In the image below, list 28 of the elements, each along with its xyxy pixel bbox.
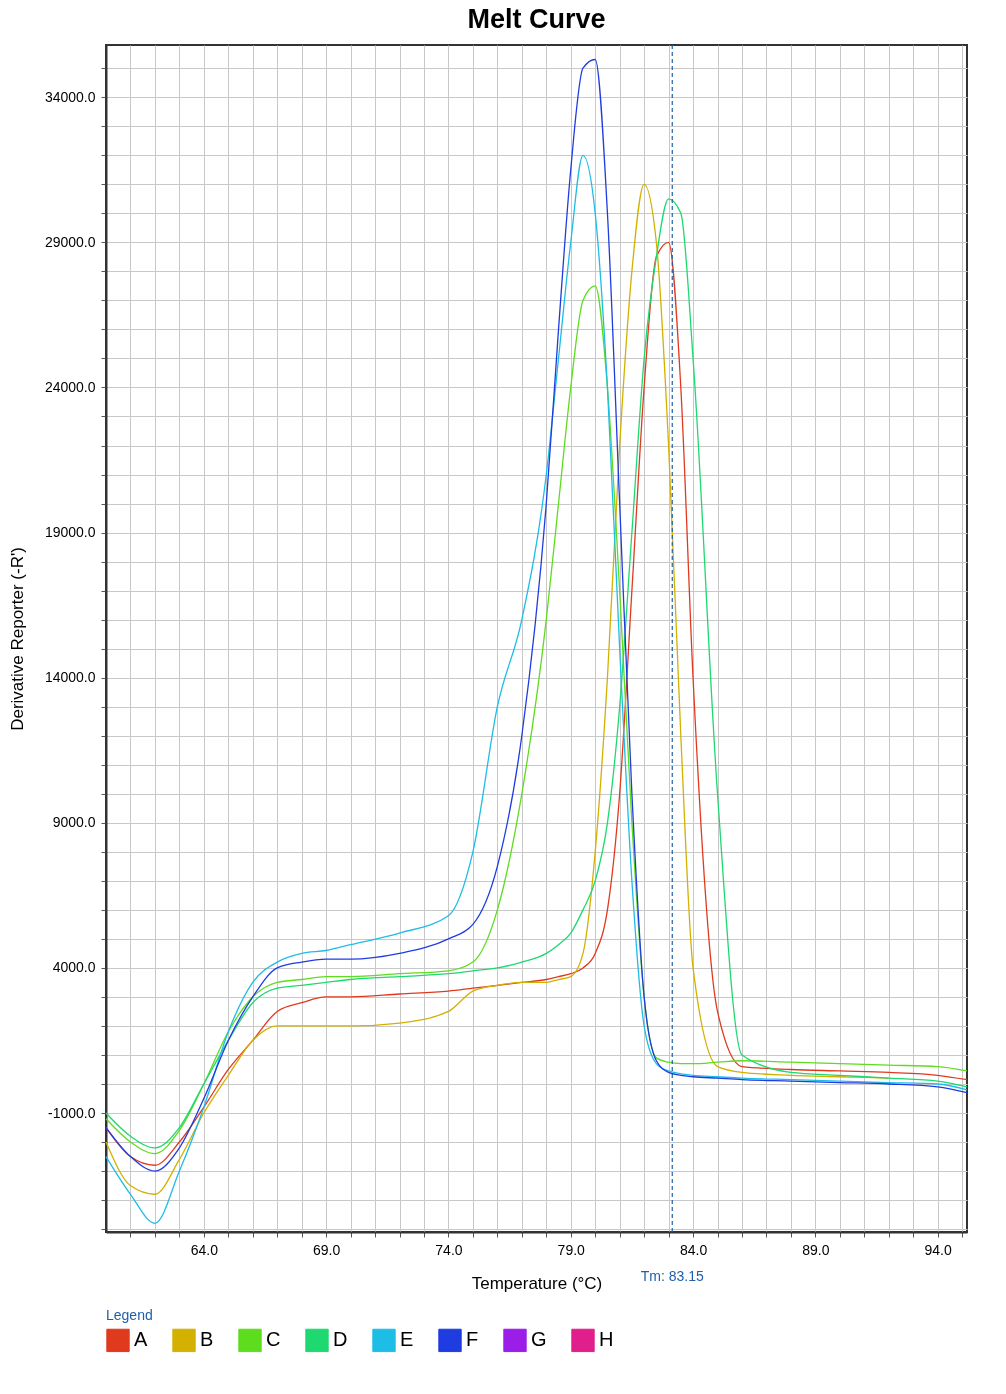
x-tick-label: 84.0 [679,1241,708,1258]
legend-label: A [134,1328,148,1351]
legend-label: C [266,1328,281,1351]
x-tick-label: 79.0 [557,1241,586,1258]
y-axis-title: Derivative Reporter (-R') [7,547,27,731]
x-tick-label: 74.0 [435,1241,463,1258]
y-tick-label: -1000.0 [48,1104,96,1121]
y-tick-label: 4000.0 [52,959,96,976]
legend-label: D [333,1328,348,1351]
y-tick-label: 29000.0 [44,233,96,250]
ref-line-label: Tm: 83.15 [640,1268,704,1284]
legend-label: H [599,1328,614,1351]
x-tick-label: 69.0 [313,1241,341,1258]
legend-label: E [400,1328,414,1351]
chart-title: Melt Curve [467,4,606,35]
legend-title: Legend [106,1307,153,1323]
legend-label: G [531,1328,547,1351]
y-tick-label: 34000.0 [44,88,96,105]
y-tick-label: 14000.0 [44,669,96,686]
legend-label: B [200,1328,214,1351]
y-tick-label: 19000.0 [44,524,96,541]
x-tick-label: 64.0 [190,1241,219,1258]
x-axis-title: Temperature (°C) [471,1273,603,1293]
legend-label: F [466,1328,479,1351]
x-tick-label: 94.0 [924,1241,952,1258]
x-tick-label: 89.0 [802,1241,830,1258]
y-tick-label: 9000.0 [52,814,96,831]
y-tick-label: 24000.0 [44,378,96,395]
